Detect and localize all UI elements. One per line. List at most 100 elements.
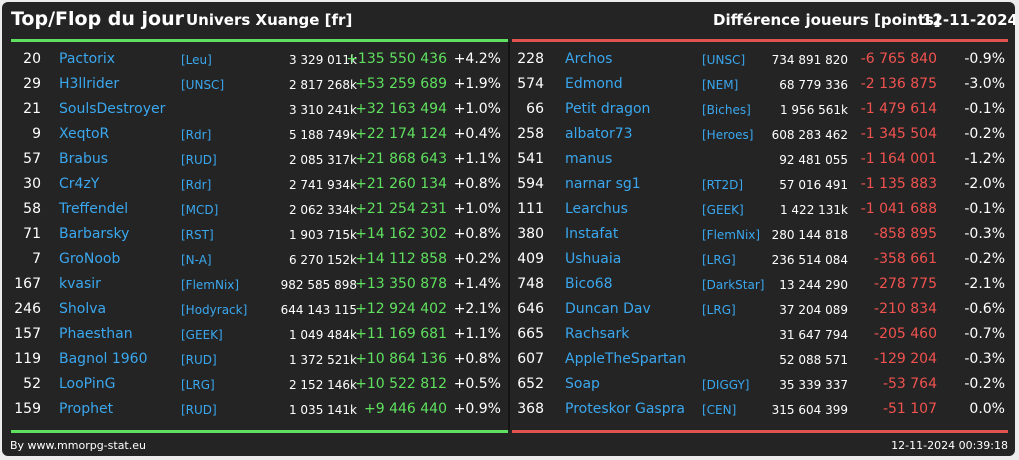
player-name-link[interactable]: Learchus xyxy=(565,201,628,217)
player-points: 57 016 491 xyxy=(779,178,848,192)
player-rank: 159 xyxy=(14,401,41,417)
alliance-link[interactable]: [GEEK] xyxy=(181,328,223,342)
player-name-link[interactable]: narnar sg1 xyxy=(565,176,641,192)
player-rank: 111 xyxy=(517,201,544,217)
points-difference: -129 204 xyxy=(874,351,937,367)
player-rank: 30 xyxy=(23,176,41,192)
player-rank: 167 xyxy=(14,276,41,292)
top-row: 119 Bagnol 1960 [RUD] 1 372 521k +10 864 136… xyxy=(11,347,508,372)
player-name-link[interactable]: kvasir xyxy=(59,276,101,292)
player-name-link[interactable]: LooPinG xyxy=(59,376,116,392)
alliance-link[interactable]: [UNSC] xyxy=(181,78,225,92)
percent-change: -0.2% xyxy=(964,376,1005,392)
player-name-link[interactable]: H3llrider xyxy=(59,76,120,92)
alliance-link[interactable]: [LRG] xyxy=(702,303,736,317)
flop-row: 66 Petit dragon [Biches] 1 956 561k -1 479 6… xyxy=(512,97,1008,122)
player-name-link[interactable]: Edmond xyxy=(565,76,623,92)
alliance-link[interactable]: [LRG] xyxy=(702,253,736,267)
player-name-link[interactable]: Petit dragon xyxy=(565,101,651,117)
player-name-link[interactable]: Pactorix xyxy=(59,51,116,67)
player-points: 35 339 337 xyxy=(779,378,848,392)
alliance-link[interactable]: [Heroes] xyxy=(702,128,754,142)
player-name-link[interactable]: Sholva xyxy=(59,301,107,317)
alliance-link[interactable]: [UNSC] xyxy=(702,53,746,67)
footer-timestamp: 12-11-2024 00:39:18 xyxy=(891,439,1008,452)
player-name-link[interactable]: Barbarsky xyxy=(59,226,130,242)
player-points: 5 188 749k xyxy=(288,128,357,142)
player-name-link[interactable]: manus xyxy=(565,151,613,167)
alliance-link[interactable]: [RST] xyxy=(181,228,214,242)
player-points: 2 085 317k xyxy=(288,153,357,167)
flop-row: 380 Instafat [FlemNix] 280 144 818 -858 895 -… xyxy=(512,222,1008,247)
alliance-link[interactable]: [N-A] xyxy=(181,253,212,267)
alliance-link[interactable]: [Rdr] xyxy=(181,128,212,142)
player-name-link[interactable]: SoulsDestroyer xyxy=(59,101,166,117)
player-name-link[interactable]: GroNoob xyxy=(59,251,121,267)
alliance-link[interactable]: [RT2D] xyxy=(702,178,744,192)
player-name-link[interactable]: Bico68 xyxy=(565,276,613,292)
player-points: 644 143 115 xyxy=(280,303,357,317)
points-difference: -205 460 xyxy=(874,326,937,342)
percent-change: -0.6% xyxy=(964,301,1005,317)
alliance-link[interactable]: [RUD] xyxy=(181,153,217,167)
player-rank: 7 xyxy=(32,251,41,267)
points-difference: -858 895 xyxy=(874,226,937,242)
top-row: 57 Brabus [RUD] 2 085 317k +21 868 643 +1.1% xyxy=(11,147,508,172)
points-difference: -1 479 614 xyxy=(860,101,937,117)
credit-link[interactable]: By www.mmorpg-stat.eu xyxy=(10,439,146,452)
flop-row: 228 Archos [UNSC] 734 891 820 -6 765 840 -0.9… xyxy=(512,47,1008,72)
flop-row: 258 albator73 [Heroes] 608 283 462 -1 345 50… xyxy=(512,122,1008,147)
player-points: 236 514 084 xyxy=(771,253,848,267)
alliance-link[interactable]: [LRG] xyxy=(181,378,215,392)
player-name-link[interactable]: Archos xyxy=(565,51,613,67)
player-rank: 157 xyxy=(14,326,41,342)
player-rank: 574 xyxy=(517,76,544,92)
points-difference: +22 174 124 xyxy=(355,126,447,142)
player-name-link[interactable]: albator73 xyxy=(565,126,633,142)
alliance-link[interactable]: [Hodyrack] xyxy=(181,303,248,317)
percent-change: -3.0% xyxy=(964,76,1005,92)
player-name-link[interactable]: Proteskor Gaspra xyxy=(565,401,685,417)
alliance-link[interactable]: [FlemNix] xyxy=(181,278,240,292)
alliance-link[interactable]: [RUD] xyxy=(181,353,217,367)
alliance-link[interactable]: [GEEK] xyxy=(702,203,744,217)
player-points: 3 329 011k xyxy=(288,53,357,67)
alliance-link[interactable]: [NEM] xyxy=(702,78,739,92)
percent-change: -0.3% xyxy=(964,226,1005,242)
player-rank: 652 xyxy=(517,376,544,392)
player-name-link[interactable]: Ushuaia xyxy=(565,251,622,267)
universe-label: Univers Xuange [fr] xyxy=(186,11,353,29)
alliance-link[interactable]: [Rdr] xyxy=(181,178,212,192)
alliance-link[interactable]: [DIGGY] xyxy=(702,378,750,392)
player-points: 1 049 484k xyxy=(288,328,357,342)
flop-divider-line xyxy=(512,39,1008,42)
player-name-link[interactable]: Treffendel xyxy=(59,201,129,217)
alliance-link[interactable]: [Leu] xyxy=(181,53,212,67)
player-name-link[interactable]: XeqtoR xyxy=(59,126,110,142)
player-name-link[interactable]: Bagnol 1960 xyxy=(59,351,148,367)
player-name-link[interactable]: Cr4zY xyxy=(59,176,100,192)
player-name-link[interactable]: Instafat xyxy=(565,226,619,242)
alliance-link[interactable]: [DarkStar] xyxy=(702,278,765,292)
alliance-link[interactable]: [Biches] xyxy=(702,103,751,117)
player-name-link[interactable]: Rachsark xyxy=(565,326,630,342)
alliance-link[interactable]: [RUD] xyxy=(181,403,217,417)
player-name-link[interactable]: Phaesthan xyxy=(59,326,133,342)
player-name-link[interactable]: Duncan Dav xyxy=(565,301,651,317)
player-name-link[interactable]: Brabus xyxy=(59,151,108,167)
points-difference: -210 834 xyxy=(874,301,937,317)
alliance-link[interactable]: [FlemNix] xyxy=(702,228,761,242)
player-rank: 646 xyxy=(517,301,544,317)
alliance-link[interactable]: [CEN] xyxy=(702,403,737,417)
top-row: 159 Prophet [RUD] 1 035 141k +9 446 440 +0.9% xyxy=(11,397,508,422)
player-name-link[interactable]: AppleTheSpartan xyxy=(565,351,686,367)
percent-change: +1.1% xyxy=(453,151,501,167)
alliance-link[interactable]: [MCD] xyxy=(181,203,219,217)
player-name-link[interactable]: Soap xyxy=(565,376,600,392)
percent-change: -0.1% xyxy=(964,201,1005,217)
points-difference: +53 259 689 xyxy=(355,76,447,92)
header: Top/Flop du jour Univers Xuange [fr] Dif… xyxy=(2,2,1015,40)
top-divider-line xyxy=(11,39,508,42)
player-name-link[interactable]: Prophet xyxy=(59,401,114,417)
player-points: 2 817 268k xyxy=(288,78,357,92)
